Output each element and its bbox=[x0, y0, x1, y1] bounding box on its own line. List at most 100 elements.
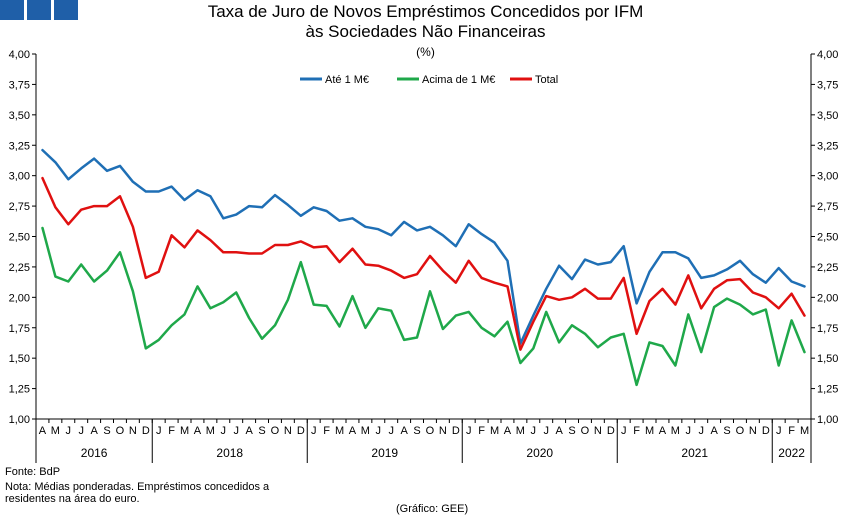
x-tick-label: N bbox=[749, 425, 757, 437]
y-tick-label-right: 1,50 bbox=[817, 353, 838, 365]
x-tick-label: S bbox=[103, 425, 110, 437]
x-tick-label: N bbox=[439, 425, 447, 437]
x-tick-label: O bbox=[581, 425, 590, 437]
x-tick-label: J bbox=[156, 425, 162, 437]
x-tick-label: M bbox=[361, 425, 370, 437]
chart-credit: (Gráfico: GEE) bbox=[396, 503, 469, 515]
x-tick-label: M bbox=[800, 425, 809, 437]
y-tick-label-right: 1,00 bbox=[817, 414, 838, 426]
x-tick-label: A bbox=[90, 425, 98, 437]
x-tick-label: A bbox=[39, 425, 47, 437]
x-tick-label: M bbox=[645, 425, 654, 437]
x-tick-label: A bbox=[349, 425, 357, 437]
x-tick-label: M bbox=[51, 425, 60, 437]
y-tick-label-right: 3,00 bbox=[817, 171, 838, 183]
x-tick-label: D bbox=[297, 425, 305, 437]
x-year-label: 2021 bbox=[681, 446, 708, 460]
x-tick-label: F bbox=[478, 425, 485, 437]
y-tick-label-right: 1,75 bbox=[817, 323, 838, 335]
x-tick-label: A bbox=[710, 425, 718, 437]
x-year-label: 2018 bbox=[216, 446, 243, 460]
x-tick-label: N bbox=[284, 425, 292, 437]
series-line bbox=[41, 176, 806, 351]
y-tick-label-right: 2,50 bbox=[817, 232, 838, 244]
logo-square bbox=[54, 0, 78, 20]
x-tick-label: J bbox=[66, 425, 72, 437]
x-tick-label: J bbox=[698, 425, 704, 437]
x-tick-label: D bbox=[142, 425, 150, 437]
legend-label: Total bbox=[535, 74, 558, 86]
x-tick-label: M bbox=[490, 425, 499, 437]
y-tick-label-right: 3,25 bbox=[817, 140, 838, 152]
y-tick-label-left: 4,00 bbox=[9, 49, 30, 61]
x-tick-label: F bbox=[633, 425, 640, 437]
logo bbox=[0, 0, 78, 20]
legend-label: Até 1 M€ bbox=[325, 74, 369, 86]
x-tick-label: D bbox=[452, 425, 460, 437]
x-tick-label: J bbox=[233, 425, 239, 437]
x-tick-label: O bbox=[736, 425, 745, 437]
x-tick-label: S bbox=[413, 425, 420, 437]
x-tick-label: A bbox=[400, 425, 408, 437]
x-tick-label: J bbox=[686, 425, 692, 437]
y-tick-label-left: 2,00 bbox=[9, 292, 30, 304]
x-tick-label: D bbox=[607, 425, 615, 437]
x-tick-label: F bbox=[323, 425, 330, 437]
chart-unit: (%) bbox=[416, 45, 435, 59]
x-tick-label: J bbox=[776, 425, 782, 437]
y-tick-label-left: 1,25 bbox=[9, 384, 30, 396]
x-tick-label: A bbox=[555, 425, 563, 437]
y-tick-label-left: 1,00 bbox=[9, 414, 30, 426]
logo-square bbox=[27, 0, 51, 20]
series-line bbox=[41, 148, 806, 345]
x-tick-label: O bbox=[271, 425, 280, 437]
x-tick-label: J bbox=[311, 425, 317, 437]
x-tick-label: J bbox=[388, 425, 394, 437]
x-tick-label: D bbox=[762, 425, 770, 437]
x-tick-label: M bbox=[206, 425, 215, 437]
x-tick-label: J bbox=[466, 425, 472, 437]
x-tick-label: N bbox=[594, 425, 602, 437]
y-tick-label-right: 4,00 bbox=[817, 49, 838, 61]
x-year-label: 2016 bbox=[81, 446, 108, 460]
x-tick-label: A bbox=[504, 425, 512, 437]
y-tick-label-left: 3,25 bbox=[9, 140, 30, 152]
chart-title-line-1: Taxa de Juro de Novos Empréstimos Conced… bbox=[207, 2, 644, 21]
y-tick-label-right: 2,00 bbox=[817, 292, 838, 304]
y-tick-label-right: 1,25 bbox=[817, 384, 838, 396]
y-tick-label-left: 3,75 bbox=[9, 79, 30, 91]
x-tick-label: M bbox=[335, 425, 344, 437]
x-tick-label: F bbox=[788, 425, 795, 437]
x-tick-label: J bbox=[621, 425, 627, 437]
y-tick-label-left: 2,75 bbox=[9, 201, 30, 213]
x-year-label: 2020 bbox=[526, 446, 553, 460]
y-tick-label-right: 2,25 bbox=[817, 262, 838, 274]
x-tick-label: A bbox=[194, 425, 202, 437]
source-note: Fonte: BdP bbox=[5, 466, 61, 478]
y-tick-label-left: 3,50 bbox=[9, 110, 30, 122]
x-tick-label: A bbox=[659, 425, 667, 437]
footnote: Nota: Médias ponderadas. Empréstimos con… bbox=[5, 481, 270, 505]
x-tick-label: F bbox=[168, 425, 175, 437]
x-tick-label: J bbox=[531, 425, 537, 437]
x-tick-label: M bbox=[180, 425, 189, 437]
x-tick-label: J bbox=[221, 425, 227, 437]
x-tick-label: J bbox=[78, 425, 84, 437]
x-year-label: 2022 bbox=[778, 446, 805, 460]
x-tick-label: O bbox=[426, 425, 435, 437]
y-tick-label-left: 2,50 bbox=[9, 232, 30, 244]
series-line bbox=[41, 226, 806, 387]
y-tick-label-left: 3,00 bbox=[9, 171, 30, 183]
x-tick-label: O bbox=[116, 425, 125, 437]
logo-square bbox=[0, 0, 24, 20]
x-tick-label: S bbox=[568, 425, 575, 437]
y-tick-label-left: 2,25 bbox=[9, 262, 30, 274]
x-tick-label: S bbox=[258, 425, 265, 437]
y-tick-label-right: 3,50 bbox=[817, 110, 838, 122]
x-tick-label: A bbox=[245, 425, 253, 437]
x-tick-label: J bbox=[376, 425, 382, 437]
legend-label: Acima de 1 M€ bbox=[422, 74, 495, 86]
x-tick-label: J bbox=[543, 425, 549, 437]
y-tick-label-right: 2,75 bbox=[817, 201, 838, 213]
